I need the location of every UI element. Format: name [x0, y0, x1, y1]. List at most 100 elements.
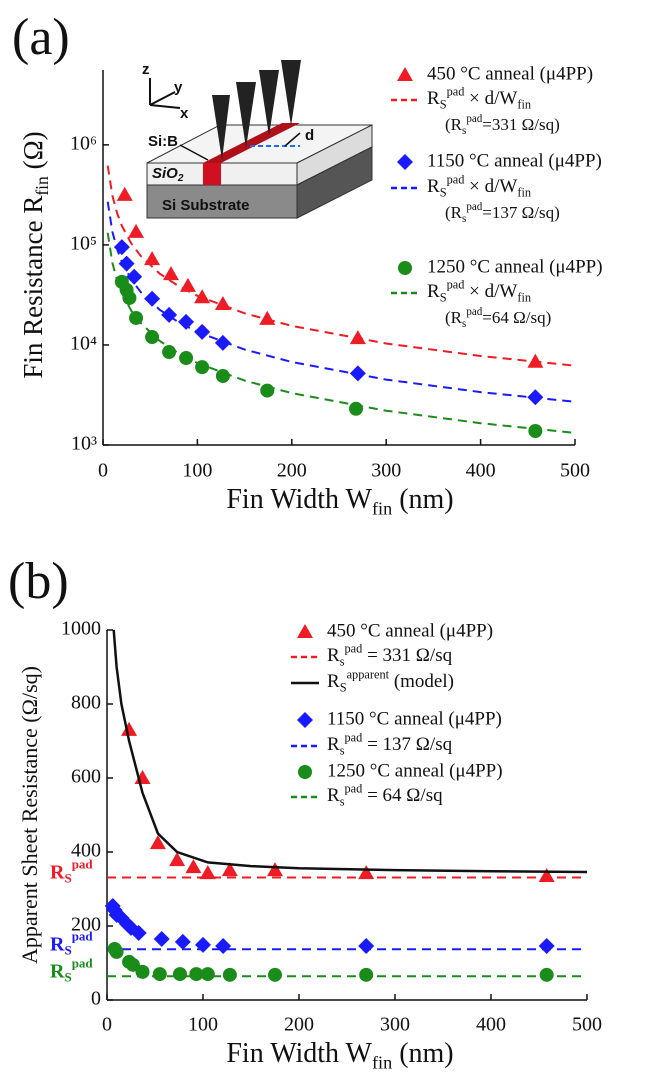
text-part: pad — [447, 172, 466, 186]
data-point — [539, 967, 554, 982]
legend-label: Rspad = 137 Ω/sq — [327, 730, 453, 757]
y-tick-label: 200 — [71, 914, 101, 936]
x-tick-label: 400 — [466, 460, 496, 482]
data-point — [398, 261, 412, 275]
x-tick-label: 500 — [560, 460, 590, 482]
x-tick-label: 200 — [284, 1014, 314, 1036]
text-part: × d/W — [464, 281, 517, 302]
text-part: S — [440, 291, 447, 305]
x-tick-label: 300 — [380, 1014, 410, 1036]
legend-note: (Rspad=137 Ω/sq) — [445, 201, 560, 225]
text-part: R — [327, 645, 340, 666]
substrate-layer — [146, 184, 298, 219]
x-tick-label: 0 — [98, 460, 108, 482]
text-part: Fin Resistance R — [18, 196, 48, 379]
data-point — [214, 334, 231, 351]
x-tick-label: 0 — [102, 1014, 112, 1036]
substrate-side — [296, 146, 373, 219]
label-pointer — [179, 144, 209, 161]
text-part: pad — [345, 641, 364, 655]
text-part: pad — [466, 306, 482, 318]
text-part: apparent — [347, 667, 390, 681]
text-part: pad — [466, 113, 482, 125]
data-point — [116, 186, 133, 201]
legend-label: 450 °C anneal (μ4PP) — [427, 63, 593, 84]
data-point — [297, 624, 313, 638]
data-point — [222, 967, 237, 982]
y-tick-label: 800 — [71, 692, 101, 714]
inset-label: Si Substrate — [162, 197, 250, 214]
text-part: =331 Ω/sq) — [482, 115, 559, 134]
probe — [212, 95, 230, 160]
text-part: R — [427, 176, 440, 197]
data-point — [199, 865, 216, 880]
series-line — [106, 201, 576, 403]
y-tick-label: 10³ — [71, 433, 97, 455]
text-part: pad — [72, 955, 94, 970]
data-point — [200, 967, 215, 982]
x-tick-label: 300 — [371, 460, 401, 482]
legend-note: (Rspad=64 Ω/sq) — [445, 306, 551, 330]
data-point — [172, 967, 187, 982]
text-part: pad — [345, 781, 364, 795]
inset-label: SiO2 — [152, 165, 184, 184]
data-point — [162, 266, 179, 281]
text-part: pad — [345, 730, 364, 744]
probe — [236, 82, 256, 148]
line-annotation: RSpad — [50, 955, 93, 984]
text-part: (R — [445, 203, 463, 222]
text-part: pad — [72, 928, 94, 943]
panel-label: (b) — [8, 553, 69, 610]
text-part: R — [427, 281, 440, 302]
text-part: S — [340, 681, 347, 695]
legend-label: 1150 °C anneal (μ4PP) — [427, 150, 602, 171]
data-point — [194, 323, 211, 340]
data-point — [267, 862, 283, 877]
data-point — [397, 154, 413, 170]
axis-arrow — [149, 91, 176, 106]
data-point — [153, 930, 170, 947]
data-point — [397, 67, 413, 81]
text-part: R — [50, 861, 65, 883]
fin-top — [203, 123, 300, 163]
legend-label: RSpad × d/Wfin — [427, 172, 531, 199]
text-part: pad — [72, 857, 94, 872]
data-point — [298, 765, 312, 779]
text-part: S — [64, 871, 71, 886]
line-annotation: RSpad — [50, 928, 93, 957]
data-point — [126, 268, 143, 285]
text-part: S — [440, 98, 447, 112]
data-point — [130, 925, 147, 942]
data-point — [528, 424, 543, 439]
data-point — [152, 967, 167, 982]
text-part: R — [427, 88, 440, 109]
text-part: = 64 Ω/sq — [362, 785, 443, 806]
text-part: =137 Ω/sq) — [482, 203, 559, 222]
text-part: R — [327, 734, 340, 755]
data-point — [121, 721, 138, 736]
text-part: pad — [447, 277, 466, 291]
data-point — [162, 345, 177, 360]
legend-label: 1150 °C anneal (μ4PP) — [327, 708, 502, 729]
y-axis-title: Fin Resistance Rfin (Ω) — [18, 131, 52, 378]
legend-label: Rspad = 331 Ω/sq — [327, 641, 453, 668]
x-tick-label: 100 — [182, 460, 212, 482]
legend-label: RSapparent (model) — [327, 667, 454, 694]
data-point — [118, 255, 135, 272]
text-part: fin — [517, 186, 531, 200]
data-point — [215, 368, 230, 383]
text-part: × d/W — [464, 176, 517, 197]
y-tick-label: 10⁶ — [70, 132, 97, 154]
data-point — [149, 835, 166, 850]
data-point — [297, 712, 313, 728]
data-point — [174, 933, 191, 950]
legend-label: RSpad × d/Wfin — [427, 277, 531, 304]
text-part: s — [462, 213, 466, 225]
text-part: R — [327, 671, 340, 692]
legend-label: 1250 °C anneal (μ4PP) — [427, 256, 603, 277]
text-part: S — [64, 969, 71, 984]
series-line — [106, 165, 576, 367]
text-part: (Ω) — [18, 131, 48, 176]
text-part: fin — [32, 176, 52, 196]
